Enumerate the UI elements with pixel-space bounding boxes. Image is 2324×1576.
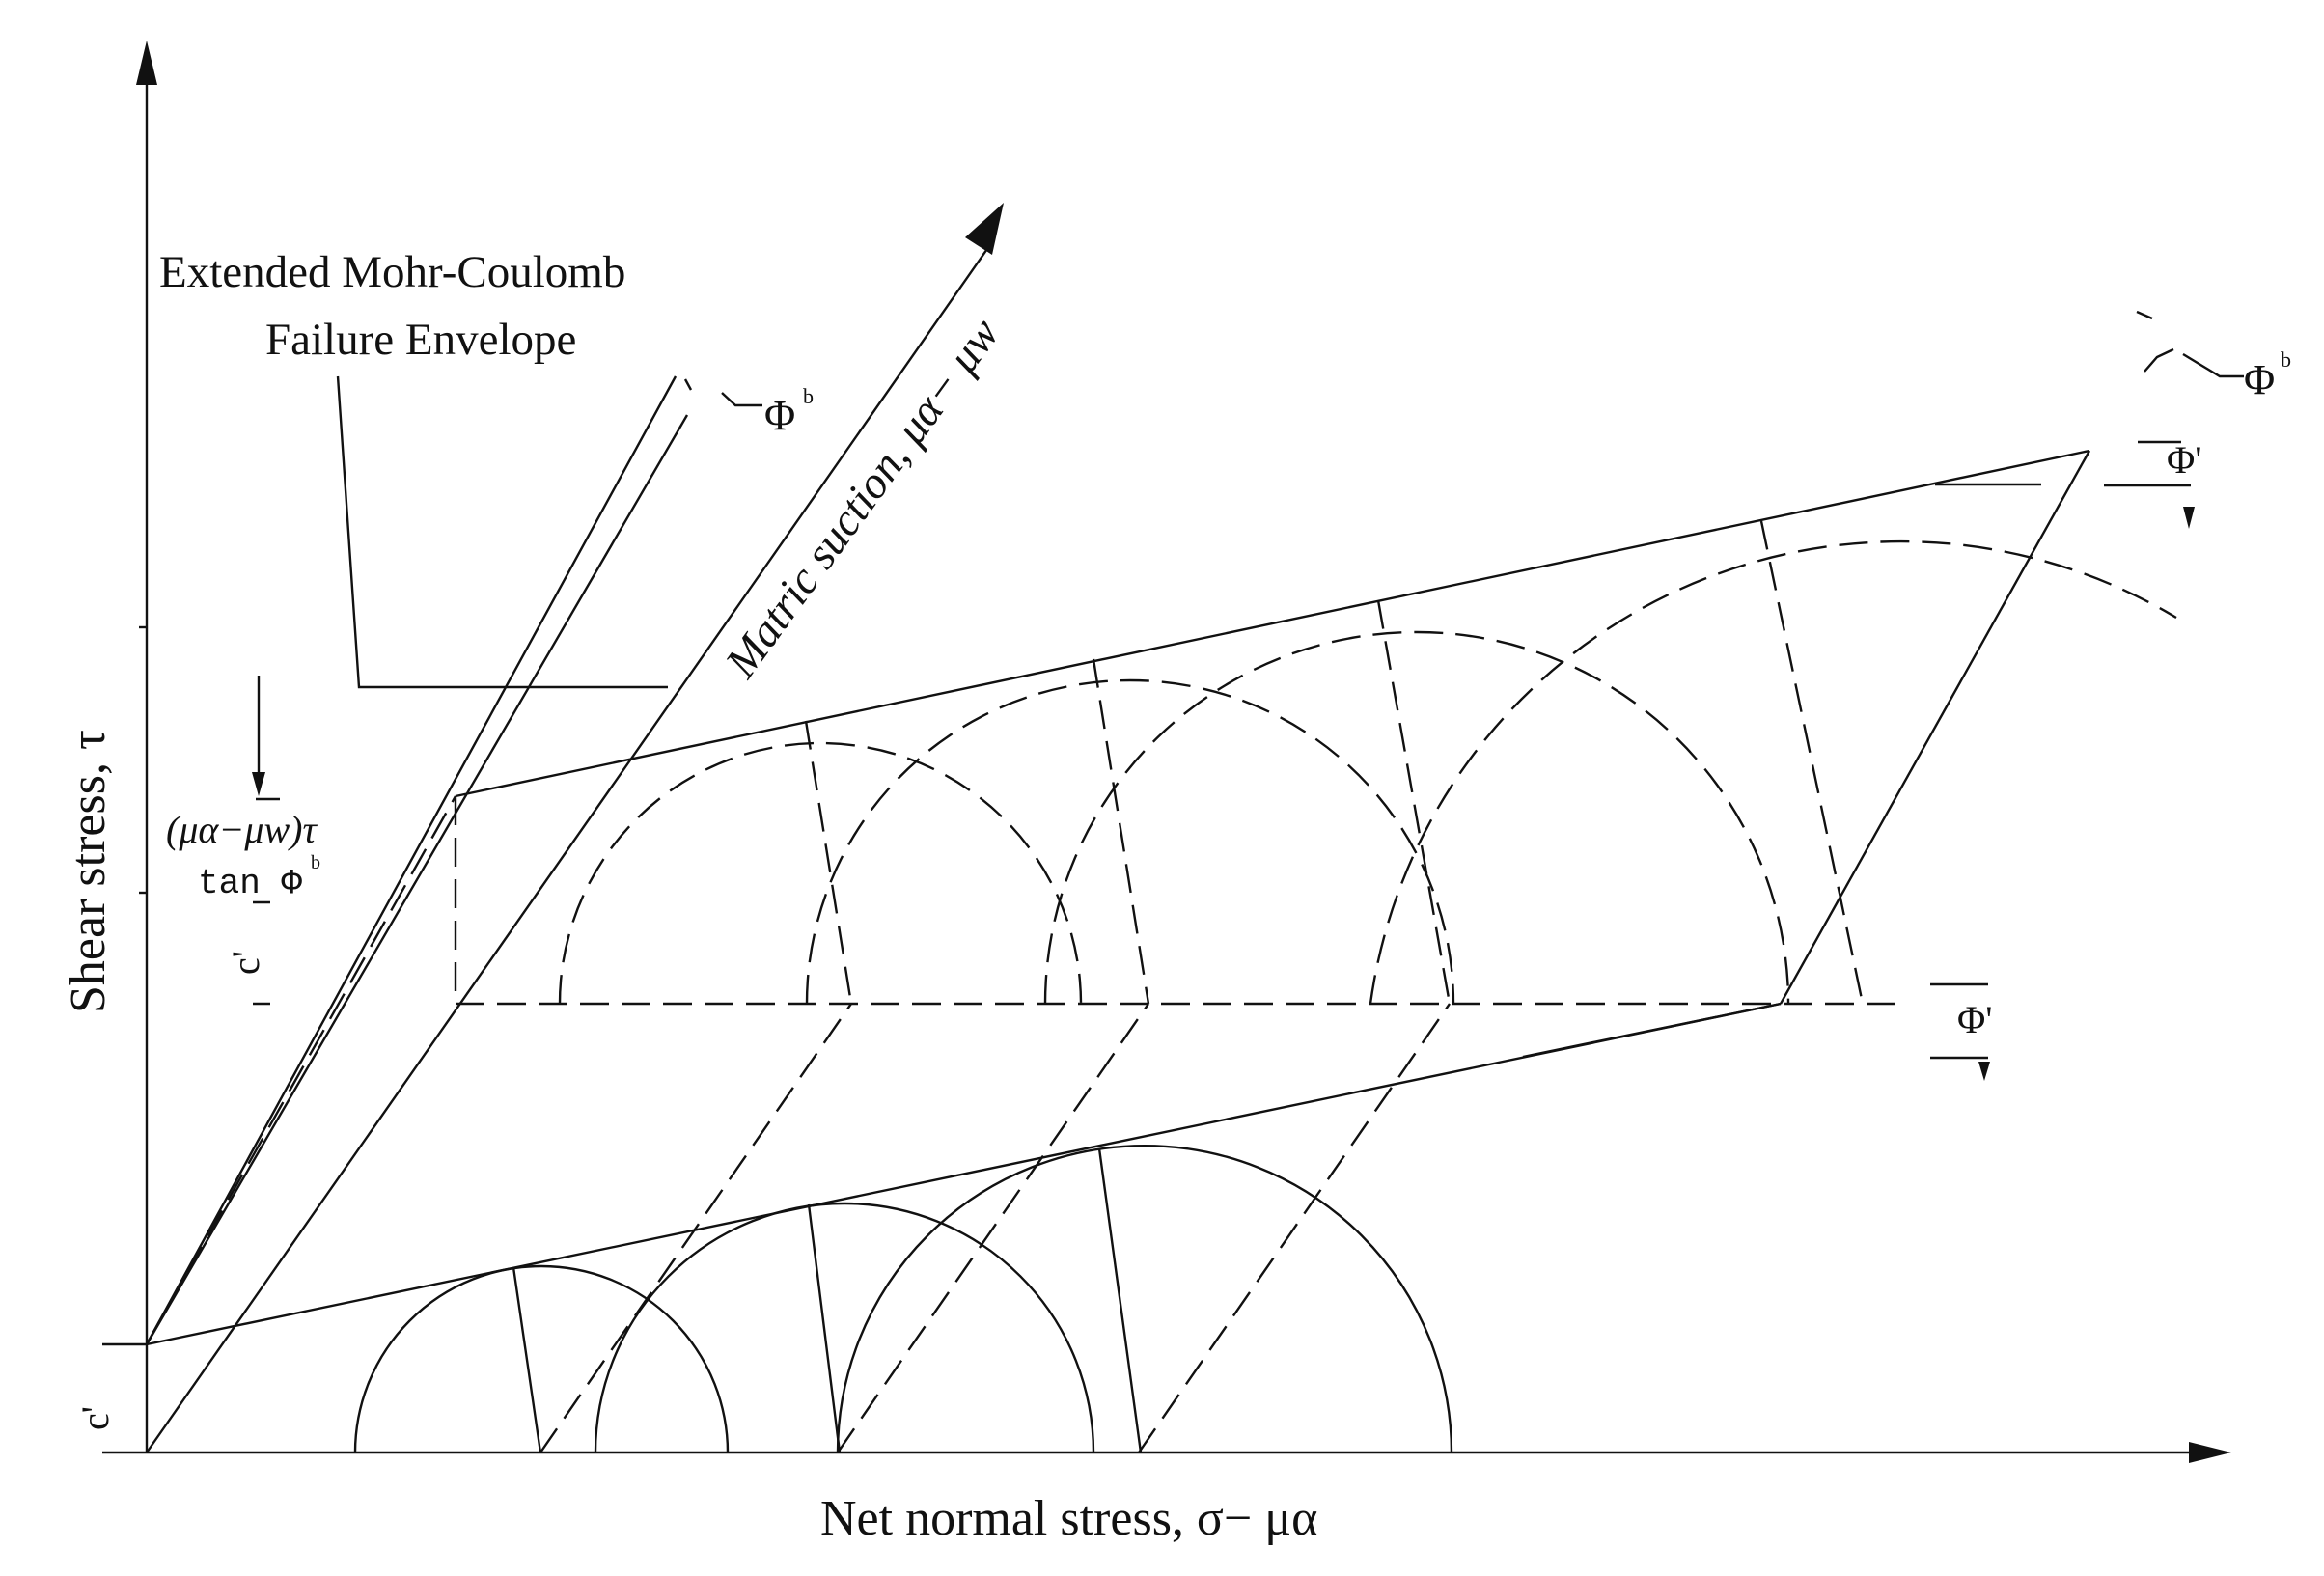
upper-envelope-plane xyxy=(454,449,2091,1059)
shear-axis-arrowhead xyxy=(136,41,157,85)
envelope-label-line2: Failure Envelope xyxy=(265,315,576,365)
suction-axis-arrowhead xyxy=(965,203,1004,255)
phi-prime-label-upper: Φ' xyxy=(2167,438,2201,482)
phi-b-label-top: Φ xyxy=(764,392,795,439)
c-prime-lower-label: c' xyxy=(73,1406,117,1430)
phi-prime-lower-arrow xyxy=(1978,1062,1990,1081)
suction-axis xyxy=(146,245,990,1453)
intercept-label-line1: (μα−μw)τ xyxy=(166,808,318,851)
suction-axis-label: Matric suction, μα− μw xyxy=(715,309,1010,687)
phi-b-mark-right-2 xyxy=(2144,347,2174,373)
envelope-label-line1: Extended Mohr-Coulomb xyxy=(159,247,625,297)
phi-b-mark-top xyxy=(683,378,693,391)
projection-dashed-1 xyxy=(540,1003,852,1453)
lower-envelope xyxy=(146,1002,1782,1346)
phi-b-pointer-right xyxy=(2182,352,2244,378)
lower-envelope-plane xyxy=(145,375,1782,1453)
shear-axis-label: Shear stress, τ xyxy=(61,730,116,1013)
axes xyxy=(136,41,2231,1463)
projection-dashed-3 xyxy=(1138,1003,1451,1453)
upper-mohr-circles xyxy=(558,520,2177,1005)
envelope-leader-line xyxy=(336,375,668,689)
upper-mohr-circle-4 xyxy=(1369,539,2177,1005)
normal-stress-axis-label: Net normal stress, σ− μα xyxy=(820,1491,1317,1546)
phi-prime-upper-arrow xyxy=(2183,507,2195,529)
upper-mohr-circle-3 xyxy=(1043,630,1790,1005)
intercept-label-line2: tan Φ xyxy=(198,864,302,903)
upper-radius-4 xyxy=(1759,520,1865,1005)
lower-mohr-circle-1 xyxy=(353,1264,730,1453)
phi-prime-label-lower: Φ' xyxy=(1957,998,1992,1041)
phi-b-mark-right-1 xyxy=(2136,310,2153,320)
lower-mohr-circle-2 xyxy=(594,1202,1095,1453)
phi-b-label-right: Φ xyxy=(2244,356,2275,403)
extended-envelope-outer xyxy=(145,375,678,1345)
c-prime-upper-label: c' xyxy=(224,951,267,975)
upper-radius-1 xyxy=(804,720,853,1005)
upper-mohr-circle-2 xyxy=(805,678,1455,1005)
phi-b-sup-right: b xyxy=(2281,347,2291,372)
normal-stress-axis-arrowhead xyxy=(2189,1442,2231,1463)
projection-dashed-2 xyxy=(837,1003,1149,1453)
extended-envelope-inner xyxy=(145,414,689,1345)
angle-marks xyxy=(102,310,2244,1454)
upper-radius-2 xyxy=(1092,658,1150,1005)
far-right-edge xyxy=(1779,450,2091,1005)
phi-b-pointer-top xyxy=(721,392,762,407)
lower-radius-3 xyxy=(1097,1147,1143,1453)
lower-radius-1 xyxy=(512,1266,542,1453)
upper-radius-3 xyxy=(1376,599,1452,1005)
intercept-pointer-arrowhead xyxy=(252,772,265,796)
lower-radius-2 xyxy=(807,1203,842,1453)
phi-b-sup-top: b xyxy=(803,384,814,408)
intercept-label-sup: b xyxy=(311,852,320,873)
upper-mohr-circle-1 xyxy=(558,741,1083,1005)
extended-envelope-dashed xyxy=(145,795,457,1345)
upper-envelope xyxy=(455,449,2090,798)
lower-mohr-circle-3 xyxy=(836,1144,1453,1453)
